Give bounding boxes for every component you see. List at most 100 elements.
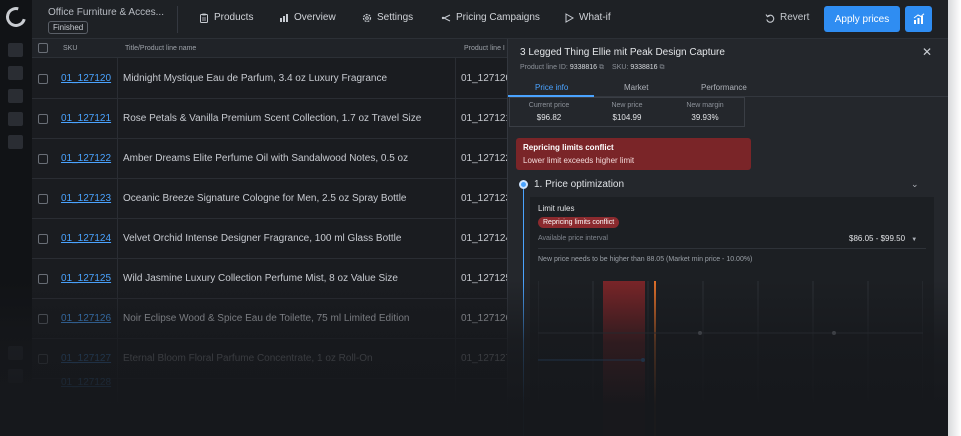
project-title[interactable]: Office Furniture & Acces... <box>48 7 164 18</box>
metric-label: New margin <box>686 102 724 109</box>
product-line-id: 01_127121 <box>461 113 507 124</box>
copy-icon[interactable]: ⧉ <box>659 64 665 71</box>
table-row[interactable]: 01_127125 Wild Jasmine Luxury Collection… <box>32 259 507 299</box>
clipboard-icon <box>200 13 208 23</box>
metric-new-price: New price $104.99 <box>588 98 666 126</box>
column-header-sku[interactable]: SKU <box>63 45 78 52</box>
chart-background <box>538 281 923 436</box>
product-name: Rose Petals & Vanilla Premium Scent Coll… <box>123 113 422 124</box>
table-row[interactable]: 01_127121 Rose Petals & Vanilla Premium … <box>32 99 507 139</box>
divider <box>177 6 178 33</box>
tab-market[interactable]: Market <box>624 83 649 92</box>
bar-chart-icon <box>280 13 288 22</box>
select-all-checkbox[interactable] <box>38 43 48 53</box>
nav-what-if[interactable]: What-if <box>564 12 611 23</box>
data-point <box>832 331 836 335</box>
play-icon <box>565 12 574 23</box>
conflict-alert: Repricing limits conflict Lower limit ex… <box>516 138 751 170</box>
metric-new-margin: New margin 39.93% <box>666 98 744 126</box>
sku-link[interactable]: 01_127128 <box>61 377 112 388</box>
table-row[interactable]: 01_127128 <box>32 363 507 403</box>
nav-pricing-campaigns[interactable]: Pricing Campaigns <box>441 12 540 23</box>
sku-link[interactable]: 01_127122 <box>61 153 112 164</box>
nav-products[interactable]: Products <box>199 12 253 23</box>
column-header-name[interactable]: Title/Product line name <box>125 45 197 52</box>
sku-link[interactable]: 01_127123 <box>61 193 112 204</box>
step-title[interactable]: 1. Price optimization <box>534 179 625 190</box>
data-point <box>698 331 702 335</box>
nav-settings[interactable]: Settings <box>362 12 413 23</box>
tab-price-info[interactable]: Price info <box>535 83 569 92</box>
table-row[interactable]: 01_127126 Noir Eclipse Wood & Spice Eau … <box>32 299 507 339</box>
rail-item-4[interactable] <box>8 112 23 126</box>
metric-value: $96.82 <box>536 113 562 122</box>
product-line-id-label: Product line ID: <box>520 64 568 71</box>
row-checkbox[interactable] <box>38 114 48 124</box>
sku-link[interactable]: 01_127126 <box>61 313 112 324</box>
apply-prices-button[interactable]: Apply prices <box>824 6 900 32</box>
product-line-id: 01_127125 <box>461 273 507 284</box>
rail-item-5[interactable] <box>8 135 23 149</box>
chart-icon <box>913 13 924 24</box>
product-line-id: 01_127126 <box>461 313 507 324</box>
sku-link[interactable]: 01_127124 <box>61 233 112 244</box>
products-table: SKU Title/Product line name Product line… <box>32 39 507 436</box>
sku-link[interactable]: 01_127120 <box>61 73 112 84</box>
metric-label: Current price <box>528 102 570 109</box>
conflict-title: Repricing limits conflict <box>523 143 614 152</box>
row-checkbox[interactable] <box>38 194 48 204</box>
column-header-product-line[interactable]: Product line I <box>464 45 505 52</box>
limit-rules-card: Limit rules Repricing limits conflict Av… <box>530 197 934 436</box>
rail-item-2[interactable] <box>8 66 23 80</box>
metric-current-price: Current price $96.82 <box>510 98 588 126</box>
tab-performance[interactable]: Performance <box>701 83 747 92</box>
nav-pricing-campaigns-label: Pricing Campaigns <box>456 12 540 23</box>
sku-link[interactable]: 01_127125 <box>61 273 112 284</box>
campaign-icon <box>441 14 451 21</box>
product-name: Oceanic Breeze Signature Cologne for Men… <box>123 193 407 204</box>
price-interval-dropdown[interactable]: $86.05 - $99.50 ▼ <box>849 234 917 243</box>
sku-label: SKU: <box>612 64 629 71</box>
product-line-id-field: Product line ID: 9338816 ⧉ <box>520 64 604 72</box>
table-row[interactable]: 01_127124 Velvet Orchid Intense Designer… <box>32 219 507 259</box>
table-row[interactable]: 01_127122 Amber Dreams Elite Perfume Oil… <box>32 139 507 179</box>
product-name: Wild Jasmine Luxury Collection Perfume M… <box>123 273 398 284</box>
row-checkbox[interactable] <box>38 154 48 164</box>
logo-icon[interactable] <box>2 3 30 31</box>
nav-products-label: Products <box>214 12 254 23</box>
revert-button[interactable]: Revert <box>765 12 809 23</box>
rail-item-3[interactable] <box>8 89 23 103</box>
rail-item-6[interactable] <box>8 346 23 360</box>
table-row[interactable]: 01_127123 Oceanic Breeze Signature Colog… <box>32 179 507 219</box>
product-ids: Product line ID: 9338816 ⧉ SKU: 9338816 … <box>520 64 665 72</box>
divider <box>538 248 926 249</box>
chart-button[interactable] <box>905 6 932 32</box>
rail-item-1[interactable] <box>8 43 23 57</box>
close-icon[interactable]: ✕ <box>922 45 933 59</box>
chevron-down-icon[interactable]: ⌄ <box>911 179 919 189</box>
nav-overview[interactable]: Overview <box>279 12 336 23</box>
copy-icon[interactable]: ⧉ <box>599 64 605 71</box>
table-row[interactable]: 01_127120 Midnight Mystique Eau de Parfu… <box>32 59 507 99</box>
data-point <box>641 358 645 362</box>
gear-icon <box>362 13 372 22</box>
product-name: Midnight Mystique Eau de Parfum, 3.4 oz … <box>123 73 388 84</box>
product-name: Velvet Orchid Intense Designer Fragrance… <box>123 233 402 244</box>
price-marker <box>654 281 656 436</box>
chevron-down-icon: ▼ <box>911 237 918 243</box>
column-divider <box>455 58 456 436</box>
panel-title: 3 Legged Thing Ellie mit Peak Design Cap… <box>520 47 725 58</box>
row-checkbox[interactable] <box>38 74 48 84</box>
product-line-id-value: 9338816 <box>569 64 598 71</box>
panel-tabs: Price info Market Performance <box>508 78 948 97</box>
nav-settings-label: Settings <box>377 12 414 23</box>
row-checkbox[interactable] <box>38 274 48 284</box>
row-checkbox[interactable] <box>38 234 48 244</box>
product-name: Noir Eclipse Wood & Spice Eau de Toilett… <box>123 313 410 324</box>
rail-item-7[interactable] <box>8 369 23 383</box>
row-checkbox[interactable] <box>38 314 48 324</box>
sku-link[interactable]: 01_127121 <box>61 113 112 124</box>
product-line-id: 01_127120 <box>461 73 507 84</box>
conflict-badge: Repricing limits conflict <box>538 217 620 228</box>
